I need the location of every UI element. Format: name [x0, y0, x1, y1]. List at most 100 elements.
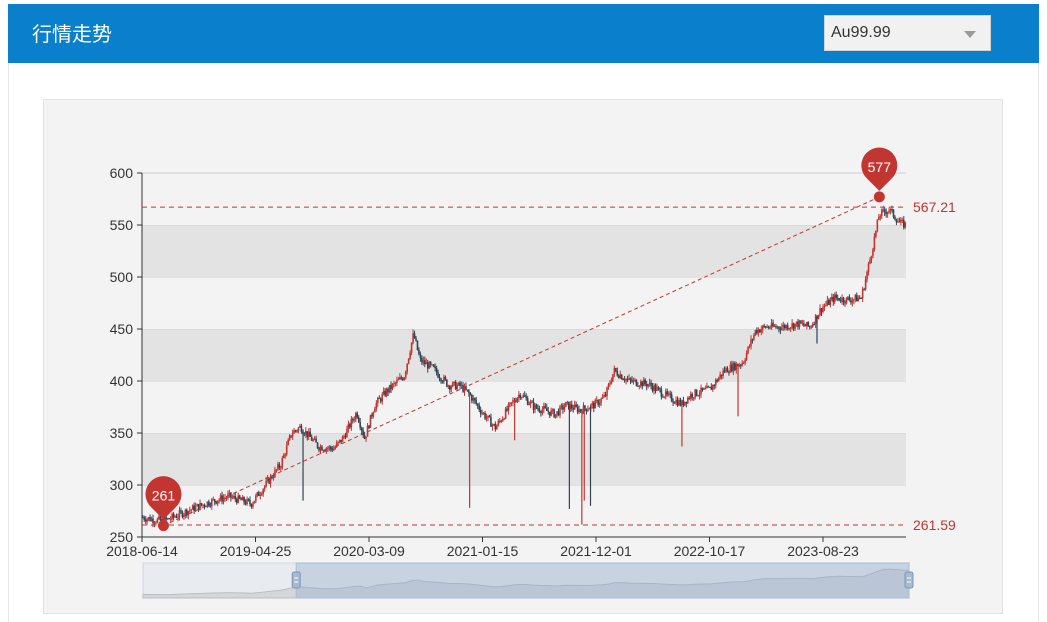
candle-body	[446, 379, 448, 387]
candle-body	[811, 324, 814, 327]
candle-body	[756, 330, 758, 334]
candle-body	[587, 409, 589, 412]
candle-body	[676, 399, 679, 406]
candle-body	[227, 494, 229, 498]
candle-body	[166, 518, 169, 520]
candle-body	[880, 209, 883, 216]
candle-body	[851, 300, 854, 303]
candle-body	[535, 404, 538, 409]
candle-body	[595, 400, 598, 402]
candle-body	[792, 323, 795, 329]
candle-body	[844, 302, 846, 304]
candle-body	[352, 418, 354, 421]
candle-body	[473, 398, 476, 401]
candle-body	[475, 400, 478, 404]
candle-body	[456, 385, 458, 390]
candle-body	[695, 389, 698, 396]
candle-body	[469, 393, 472, 396]
candle-body	[716, 380, 719, 382]
product-select[interactable]: Au99.99	[824, 15, 991, 51]
zoom-window[interactable]	[295, 562, 910, 599]
candle-body	[488, 415, 491, 417]
zoom-handle-end[interactable]	[904, 571, 914, 589]
candle-body	[424, 360, 426, 365]
candle-body	[798, 320, 801, 328]
candle-body	[820, 308, 823, 312]
candle-body	[152, 518, 154, 524]
candle-body	[208, 501, 210, 506]
candle-body	[372, 412, 375, 417]
grid-band	[142, 277, 906, 329]
candle-body	[694, 389, 696, 398]
candle-body	[833, 294, 836, 303]
candle-body	[280, 467, 282, 469]
candle-body	[350, 418, 353, 428]
zoom-handle-start[interactable]	[291, 571, 301, 589]
min-marker-dot	[157, 520, 169, 532]
candle-body	[347, 423, 350, 429]
candle-body	[238, 495, 241, 499]
candle-body	[501, 418, 504, 422]
mark-line-label: 567.21	[913, 199, 956, 215]
candle-body	[664, 391, 667, 397]
candle-body	[706, 386, 708, 389]
candle-body	[259, 494, 262, 496]
candle-body	[218, 499, 220, 502]
candle-body	[557, 411, 560, 416]
candle-body	[835, 294, 838, 298]
candle-body	[421, 358, 423, 363]
candle-body	[228, 492, 231, 495]
price-chart[interactable]: 250 300 350 400 450 500 550 600 2018-06-14 2019-0…	[44, 100, 1002, 613]
candle-body	[365, 436, 367, 439]
candle-body	[775, 326, 777, 328]
candle-body	[265, 480, 267, 487]
candle-body	[193, 505, 195, 512]
candle-body	[240, 498, 242, 501]
candle-body	[788, 328, 790, 330]
candle-body	[609, 383, 611, 385]
candle-body	[650, 382, 652, 387]
candle-body	[343, 436, 345, 438]
candle-body	[246, 499, 248, 505]
candle-body	[704, 388, 707, 390]
candle-body	[404, 371, 407, 378]
candle-body	[732, 362, 735, 372]
candle-body	[691, 393, 694, 398]
candle-body	[870, 255, 873, 260]
y-tick-label: 500	[110, 269, 134, 285]
candle-body	[407, 358, 410, 364]
candle-body	[260, 493, 263, 495]
candle-body	[748, 346, 751, 348]
candle-body	[660, 389, 663, 397]
candle-body	[410, 342, 413, 353]
y-tick-label: 450	[110, 321, 134, 337]
candle-body	[819, 308, 821, 316]
candle-body	[306, 431, 309, 437]
candle-body	[518, 394, 520, 398]
candle-body	[382, 390, 385, 395]
candle-body	[249, 500, 251, 505]
candle-body	[409, 352, 411, 359]
candle-body	[497, 421, 500, 426]
candle-body	[324, 450, 326, 452]
grid-band	[142, 173, 906, 225]
candle-body	[476, 403, 479, 406]
candle-body	[857, 297, 860, 302]
candle-body	[638, 385, 641, 387]
candle-body	[529, 401, 532, 405]
candle-body	[738, 364, 741, 367]
candle-body	[322, 450, 325, 452]
candle-body	[832, 296, 835, 303]
candle-body	[850, 300, 852, 303]
candle-body	[892, 209, 895, 218]
candle-body	[313, 438, 316, 440]
candle-body	[876, 220, 879, 231]
candle-body	[808, 326, 811, 328]
candle-body	[562, 405, 564, 410]
candle-body	[235, 498, 238, 503]
candle-body	[512, 400, 514, 403]
candle-body	[547, 410, 550, 412]
candle-body	[356, 413, 359, 418]
candle-body	[493, 424, 495, 426]
candle-body	[623, 379, 626, 381]
